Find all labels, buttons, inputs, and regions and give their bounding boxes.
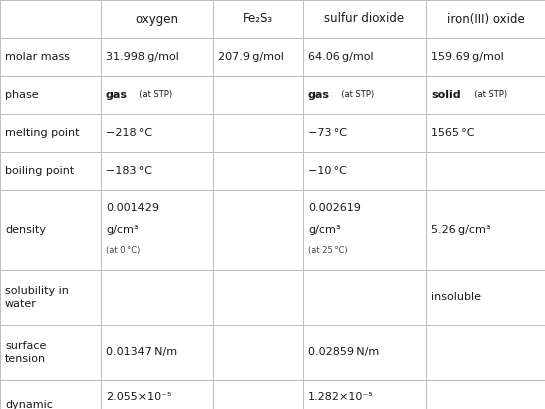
Text: oxygen: oxygen [136,13,179,25]
Text: 0.001429: 0.001429 [106,202,159,213]
Text: 0.01347 N/m: 0.01347 N/m [106,348,177,357]
Text: molar mass: molar mass [5,52,70,62]
Text: gas: gas [106,90,128,100]
Text: insoluble: insoluble [431,292,481,303]
Text: solubility in
water: solubility in water [5,286,69,309]
Text: (at 0 °C): (at 0 °C) [106,246,141,255]
Text: g/cm³: g/cm³ [308,225,341,235]
Text: density: density [5,225,46,235]
Text: Fe₂S₃: Fe₂S₃ [243,13,273,25]
Text: 159.69 g/mol: 159.69 g/mol [431,52,504,62]
Text: 1565 °C: 1565 °C [431,128,475,138]
Text: −183 °C: −183 °C [106,166,152,176]
Text: 0.02859 N/m: 0.02859 N/m [308,348,379,357]
Text: (at STP): (at STP) [135,90,173,99]
Text: melting point: melting point [5,128,80,138]
Text: dynamic
viscosity: dynamic viscosity [5,400,53,409]
Text: 207.9 g/mol: 207.9 g/mol [218,52,284,62]
Text: iron(III) oxide: iron(III) oxide [446,13,524,25]
Text: (at 25 °C): (at 25 °C) [308,246,348,255]
Text: surface
tension: surface tension [5,341,46,364]
Text: g/cm³: g/cm³ [106,225,138,235]
Text: solid: solid [431,90,461,100]
Text: (at STP): (at STP) [470,90,507,99]
Text: 2.055×10⁻⁵: 2.055×10⁻⁵ [106,392,171,402]
Text: 1.282×10⁻⁵: 1.282×10⁻⁵ [308,392,374,402]
Text: 64.06 g/mol: 64.06 g/mol [308,52,374,62]
Text: −73 °C: −73 °C [308,128,347,138]
Text: 31.998 g/mol: 31.998 g/mol [106,52,179,62]
Text: −10 °C: −10 °C [308,166,347,176]
Text: (at STP): (at STP) [337,90,374,99]
Text: 5.26 g/cm³: 5.26 g/cm³ [431,225,490,235]
Text: phase: phase [5,90,39,100]
Text: sulfur dioxide: sulfur dioxide [324,13,404,25]
Text: −218 °C: −218 °C [106,128,152,138]
Text: gas: gas [308,90,330,100]
Text: 0.002619: 0.002619 [308,202,361,213]
Text: boiling point: boiling point [5,166,74,176]
